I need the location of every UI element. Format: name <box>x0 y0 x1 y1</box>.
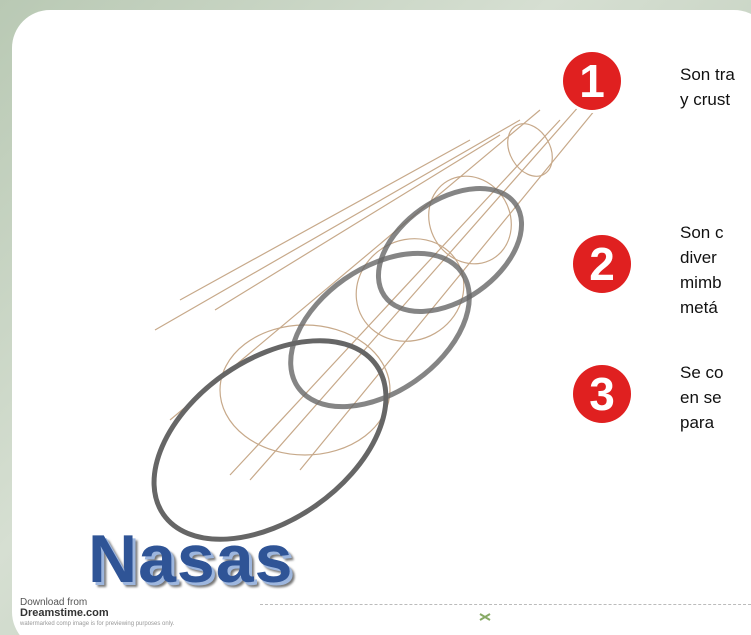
item-text: Se co en se para <box>680 360 723 435</box>
item-number: 3 <box>573 365 631 423</box>
item-text: Son c diver mimb metá <box>680 220 723 320</box>
text-line: en se <box>680 385 723 410</box>
item-number: 2 <box>573 235 631 293</box>
watermark-brand: Dreamstime.com <box>20 608 174 619</box>
item-number: 1 <box>563 52 621 110</box>
text-line: y crust <box>680 87 735 112</box>
divider <box>260 604 751 605</box>
text-line: mimb <box>680 270 723 295</box>
text-line: metá <box>680 295 723 320</box>
text-line: Son tra <box>680 62 735 87</box>
slide: 1 Son tra y crust 2 Son c diver mimb met… <box>0 0 751 635</box>
text-line: Se co <box>680 360 723 385</box>
watermark: Download from Dreamstime.com watermarked… <box>20 597 174 630</box>
item-text: Son tra y crust <box>680 62 735 112</box>
title: Nasas <box>88 520 293 598</box>
text-line: diver <box>680 245 723 270</box>
watermark-note: watermarked comp image is for previewing… <box>20 619 174 630</box>
text-line: para <box>680 410 723 435</box>
text-line: Son c <box>680 220 723 245</box>
